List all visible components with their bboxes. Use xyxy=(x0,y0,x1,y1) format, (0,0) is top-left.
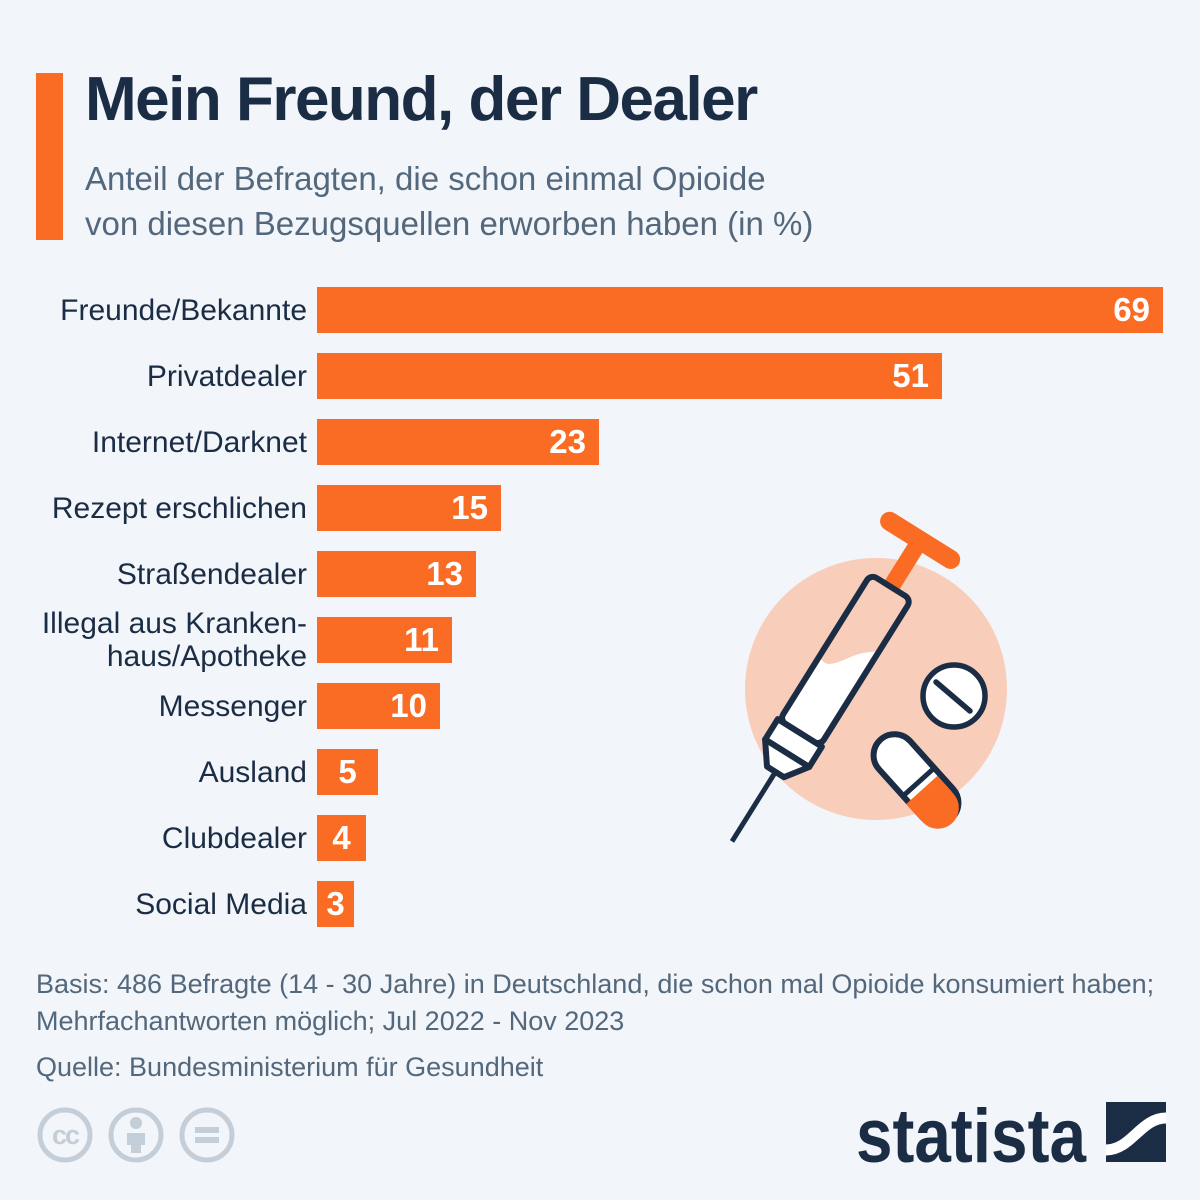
footer-notes: Basis: 486 Befragte (14 - 30 Jahre) in D… xyxy=(36,966,1154,1086)
bar-value: 51 xyxy=(892,357,929,394)
bar-row: Ausland 5 xyxy=(30,749,1180,795)
bar-label: Messenger xyxy=(158,689,307,723)
source-note: Quelle: Bundesministerium für Gesundheit xyxy=(36,1052,544,1082)
bar-label: Straßendealer xyxy=(116,557,307,591)
bar: 51 xyxy=(317,353,942,399)
bar: 5 xyxy=(317,749,378,795)
license-icons: cc xyxy=(36,1106,236,1164)
bar-row: Internet/Darknet 23 xyxy=(30,419,1180,465)
bar: 23 xyxy=(317,419,599,465)
bar-row: Illegal aus Kranken- haus/Apotheke 11 xyxy=(30,607,1180,673)
bar-label: Ausland xyxy=(198,755,307,789)
bar-row: Social Media 3 xyxy=(30,881,1180,927)
bar-value: 15 xyxy=(451,489,488,526)
statista-logo-text: statista xyxy=(856,1100,1087,1166)
bar: 3 xyxy=(317,881,354,927)
bar-value: 23 xyxy=(549,423,586,460)
capsule-icon xyxy=(870,731,962,829)
bar-row: Privatdealer 51 xyxy=(30,353,1180,399)
bar-label: Rezept erschlichen xyxy=(51,491,307,525)
bar-value: 4 xyxy=(332,819,351,856)
bar-label: Privatdealer xyxy=(146,359,307,393)
bar-label: Social Media xyxy=(135,887,307,921)
bar-value: 10 xyxy=(390,687,427,724)
bar: 15 xyxy=(317,485,501,531)
bar: 10 xyxy=(317,683,440,729)
page-subtitle: Anteil der Befragten, die schon einmal O… xyxy=(85,160,814,242)
bar-label: Illegal aus Kranken- haus/Apotheke xyxy=(41,607,307,673)
bar: 13 xyxy=(317,551,476,597)
title-accent-bar xyxy=(36,73,63,240)
round-pill-icon xyxy=(920,662,988,730)
bar-row: Freunde/Bekannte 69 xyxy=(30,287,1180,333)
statista-logo: statista xyxy=(856,1100,1167,1166)
page-title: Mein Freund, der Dealer xyxy=(85,65,758,134)
bar-label: Clubdealer xyxy=(161,821,307,855)
bar-row: Rezept erschlichen 15 xyxy=(30,485,1180,531)
bar: 69 xyxy=(317,287,1163,333)
bar-value: 13 xyxy=(426,555,463,592)
bar: 4 xyxy=(317,815,366,861)
bar-label: Freunde/Bekannte xyxy=(60,293,307,327)
bar-value: 5 xyxy=(338,753,357,790)
statista-logo-mark xyxy=(1105,1102,1167,1162)
syringe-icon xyxy=(729,511,961,843)
bar-value: 69 xyxy=(1113,291,1150,328)
bar-value: 3 xyxy=(326,885,345,922)
bar-chart: Freunde/Bekannte 69 Privatdealer 51 Internet… xyxy=(30,287,1180,947)
basis-note: Basis: 486 Befragte (14 - 30 Jahre) in D… xyxy=(36,969,1155,1036)
attribution-person-icon xyxy=(108,1107,164,1163)
equals-icon xyxy=(179,1107,235,1163)
bar-value: 11 xyxy=(404,621,439,658)
bar-row: Straßendealer 13 xyxy=(30,551,1180,597)
bar: 11 xyxy=(317,617,452,663)
cc-icon: cc xyxy=(37,1107,93,1163)
syringe-pills-illustration xyxy=(729,511,1007,843)
svg-text:cc: cc xyxy=(52,1120,80,1150)
bar-row: Clubdealer 4 xyxy=(30,815,1180,861)
bar-row: Messenger 10 xyxy=(30,683,1180,729)
bar-label: Internet/Darknet xyxy=(91,425,307,459)
